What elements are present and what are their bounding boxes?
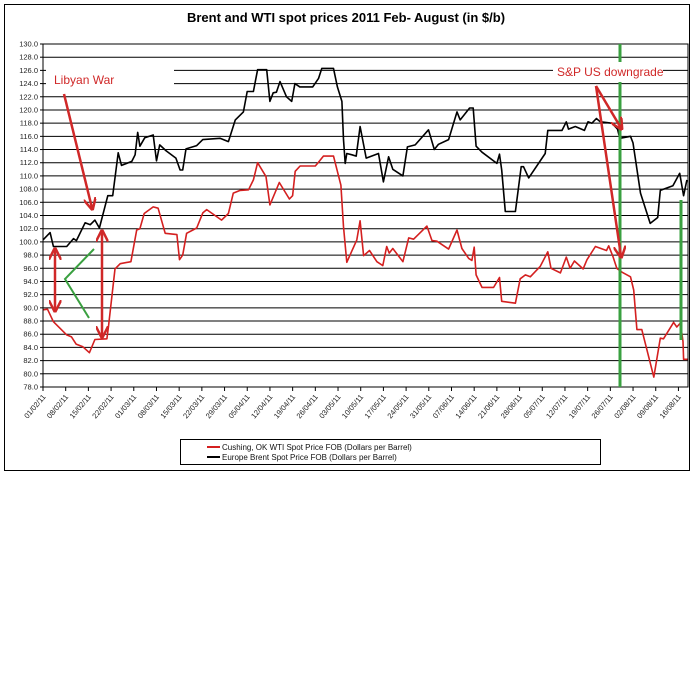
y-tick-label: 94.0 [23, 277, 38, 286]
y-axis-ticks: 78.0 80.0 82.0 84.0 86.0 88.0 90.0 92.0 94.0 96.0… [19, 40, 43, 392]
plot-area-border [42, 43, 689, 388]
wti-price-line [42, 155, 688, 378]
y-tick-label: 104.0 [19, 211, 38, 220]
y-tick-label: 86.0 [23, 330, 38, 339]
chart-title: Brent and WTI spot prices 2011 Feb- Augu… [187, 10, 505, 25]
y-tick-label: 98.0 [23, 251, 38, 260]
y-tick-label: 92.0 [23, 290, 38, 299]
y-tick-label: 106.0 [19, 198, 38, 207]
y-tick-label: 130.0 [19, 40, 38, 49]
y-tick-label: 96.0 [23, 264, 38, 273]
annotation-sp-downgrade: S&P US downgrade [557, 65, 664, 79]
y-tick-label: 78.0 [23, 383, 38, 392]
y-tick-label: 114.0 [20, 145, 38, 154]
y-tick-label: 126.0 [19, 66, 38, 75]
legend-label-wti: Cushing, OK WTI Spot Price FOB (Dollars … [222, 443, 412, 452]
y-tick-label: 88.0 [23, 317, 38, 326]
y-tick-label: 120.0 [19, 105, 38, 114]
y-tick-label: 118.0 [20, 119, 38, 128]
y-tick-label: 80.0 [23, 369, 38, 378]
series-lines [42, 67, 688, 378]
libyan-war-arrow [62, 93, 92, 208]
y-tick-label: 112.0 [20, 158, 38, 167]
downgrade-arrow-wti [594, 85, 621, 256]
legend-label-brent: Europe Brent Spot Price FOB (Dollars per… [222, 453, 397, 462]
y-tick-label: 90.0 [23, 303, 38, 312]
sp-label-box [553, 62, 663, 82]
libyan-war-label-box [46, 64, 174, 92]
y-tick-label: 84.0 [23, 343, 38, 352]
y-tick-label: 100.0 [19, 237, 38, 246]
y-tick-label: 102.0 [19, 224, 38, 233]
legend [180, 439, 601, 465]
y-tick-label: 110.0 [20, 171, 38, 180]
downgrade-arrow-brent [594, 85, 621, 128]
brent-price-line [42, 67, 688, 248]
annotation-libyan-war: Libyan War [54, 73, 114, 87]
widening-spread-mark [63, 248, 95, 319]
y-tick-label: 116.0 [20, 132, 38, 141]
y-tick-label: 82.0 [23, 356, 38, 365]
y-tick-label: 122.0 [19, 92, 38, 101]
y-tick-label: 124.0 [19, 79, 38, 88]
y-tick-label: 108.0 [19, 185, 38, 194]
y-tick-label: 128.0 [19, 53, 38, 62]
